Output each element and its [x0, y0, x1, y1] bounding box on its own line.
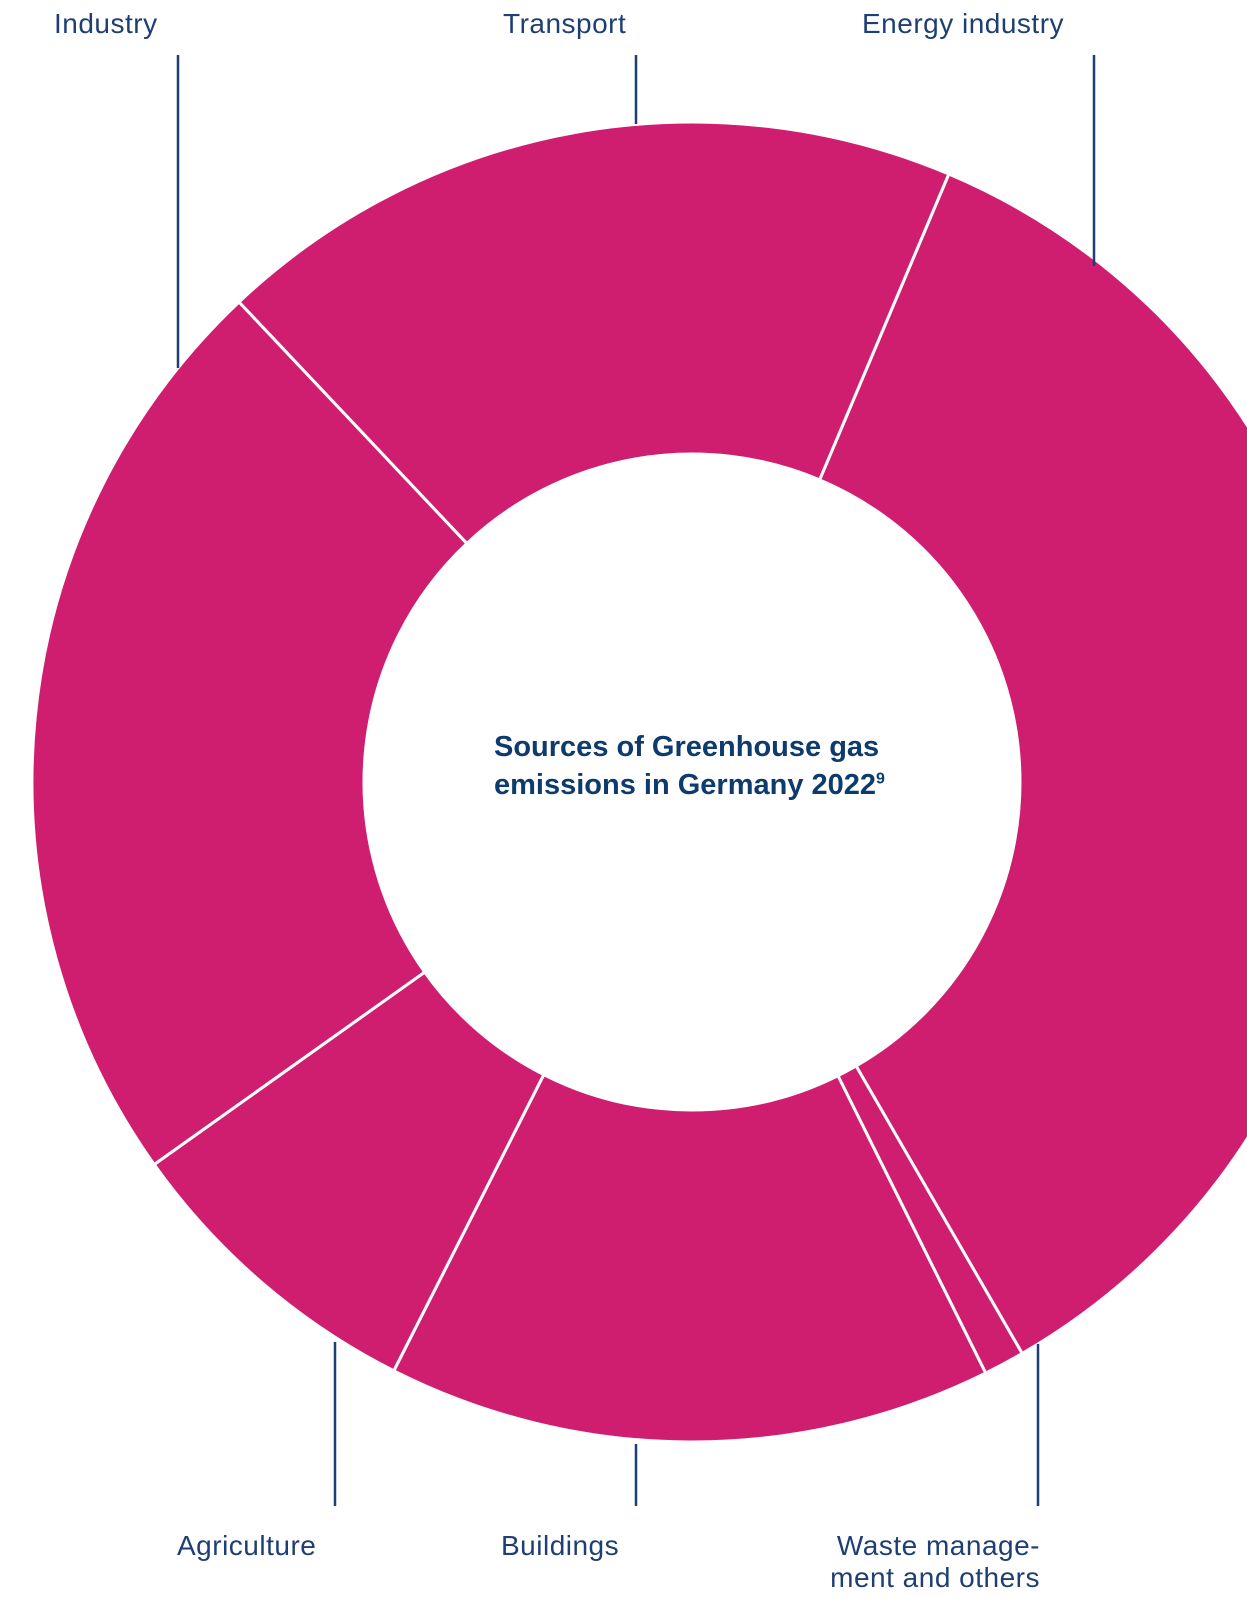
- label-agriculture: Agriculture: [177, 1530, 317, 1561]
- chart-title-text: Sources of Greenhouse gas emissions in G…: [494, 731, 880, 801]
- chart-title: Sources of Greenhouse gas emissions in G…: [494, 728, 894, 804]
- leader-lines: [176, 55, 1096, 1506]
- label-industry: Industry: [54, 8, 158, 39]
- label-transport: Transport: [503, 8, 627, 39]
- slice-energy-industry: [817, 172, 1247, 1356]
- label-buildings: Buildings: [501, 1530, 620, 1561]
- label-waste-line1: Waste manage-: [836, 1530, 1040, 1561]
- slice-transport: [236, 120, 951, 546]
- slice-buildings: [391, 1072, 988, 1444]
- title-footnote-marker: 9: [876, 770, 885, 788]
- slice-industry: [30, 299, 470, 1167]
- donut-slices: [30, 120, 1247, 1444]
- label-energy-industry: Energy industry: [862, 8, 1065, 39]
- label-waste-line2: ment and others: [830, 1562, 1040, 1593]
